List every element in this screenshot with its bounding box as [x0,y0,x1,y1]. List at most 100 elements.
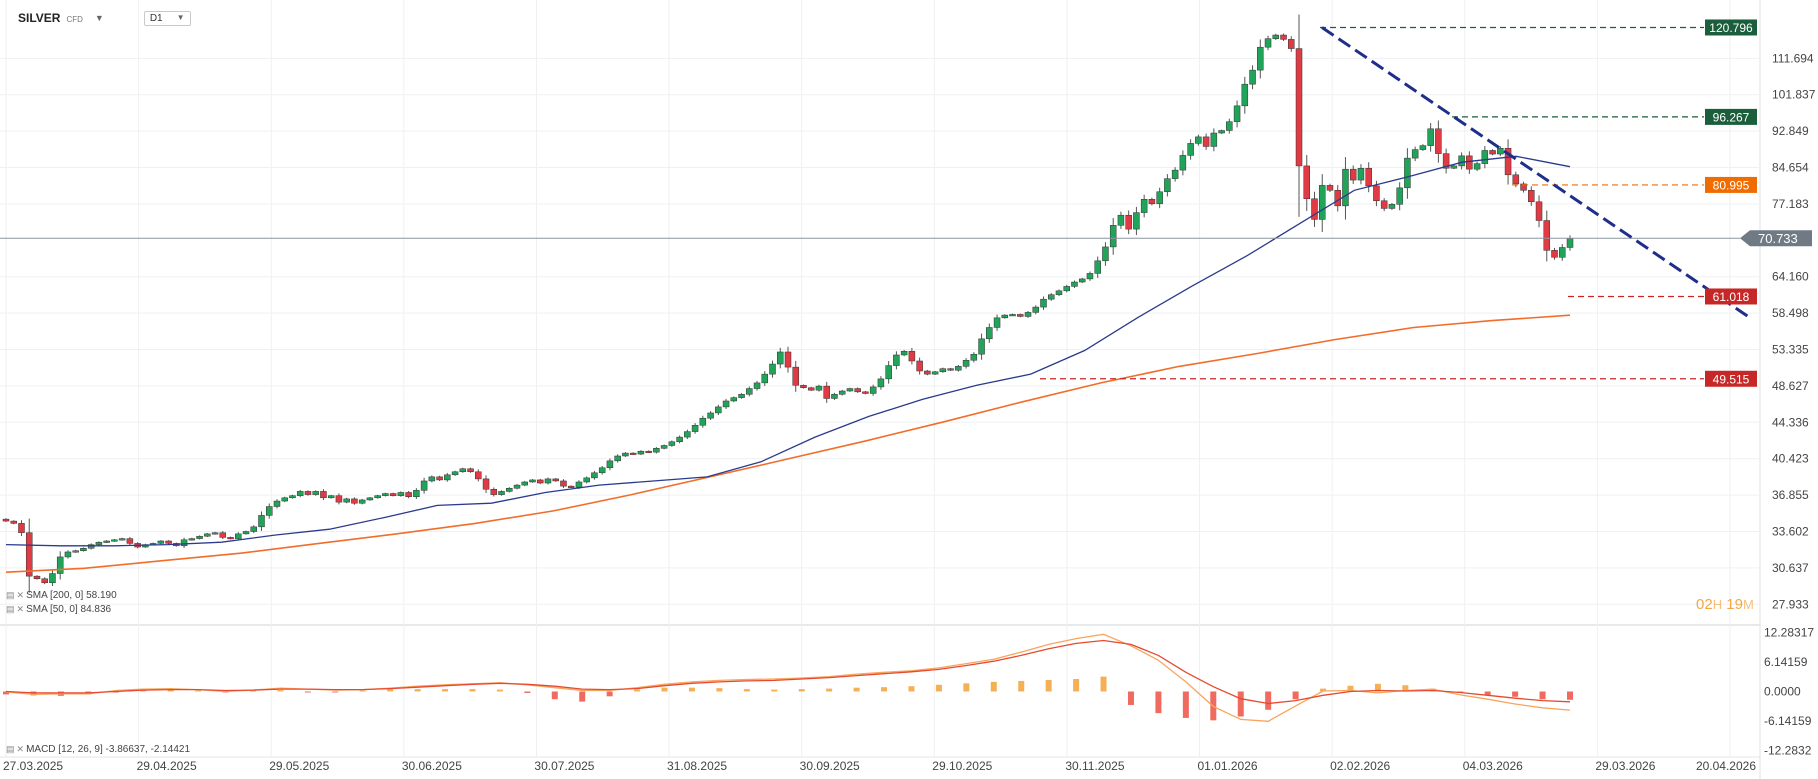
macd-histogram-bar [387,689,394,692]
candle-body [1210,132,1218,147]
candle-body [1179,155,1187,171]
macd-histogram-bar [606,691,613,697]
candle-body [715,406,722,414]
candle-body [1365,167,1372,187]
candle-body [1442,153,1450,169]
candle-body [560,480,567,487]
macd-histogram-bar [1402,685,1409,692]
candle-body [56,556,64,574]
candle-body [1380,200,1388,209]
countdown-hours: 02 [1696,596,1713,613]
candle-body [428,476,436,482]
macd-histogram-bar [469,689,476,692]
macd-histogram-bar [496,689,503,692]
candle-body [1071,281,1078,287]
candle-body [862,391,869,394]
candle-body [289,495,296,499]
macd-histogram-bar [1512,691,1519,697]
symbol-name[interactable]: SILVER [18,11,61,25]
macd-histogram-bar [332,691,339,693]
candle-body [1450,165,1458,169]
candle-countdown: 02H 19M [1696,596,1754,613]
macd-histogram-bar [1374,683,1381,692]
candle-body [877,378,885,388]
y-tick-label: 44.336 [1772,415,1809,429]
candle-body [126,538,134,544]
macd-histogram-bar [1539,691,1546,700]
candle-body [536,479,544,484]
candle-body [1473,163,1481,170]
candle-body [567,485,575,488]
candle-body [815,385,823,391]
candle-body [1078,278,1086,283]
x-tick-label: 30.07.2025 [534,759,594,773]
candle-body [296,491,304,496]
price-level-label: 120.796 [1709,21,1753,35]
candle-body [33,575,41,580]
settings-icon[interactable]: ▤ [6,744,15,754]
settings-icon[interactable]: ▤ [6,604,15,614]
candle-body [258,515,265,528]
symbol-dropdown-icon[interactable]: ▼ [94,13,104,23]
candle-body [405,492,412,497]
candle-body [637,450,645,455]
macd-histogram-bar [359,690,366,692]
candle-body [1489,150,1496,155]
settings-icon[interactable]: ▤ [6,590,15,600]
candle-body [72,550,79,553]
candle-body [1148,199,1156,205]
candle-body [335,495,343,503]
x-tick-label: 29.03.2026 [1595,759,1655,773]
close-icon[interactable]: ✕ [16,604,25,614]
macd-histogram-bar [1320,688,1327,692]
macd-line [5,633,1571,722]
candle-body [962,359,970,367]
price-level-badge [1705,19,1757,36]
x-tick-label: 04.03.2026 [1463,759,1523,773]
price-level-badge [1705,176,1757,193]
candle-body [529,479,536,483]
macd-histogram-bar [1567,691,1573,700]
candle-body [908,350,916,362]
macd-histogram-bar [853,687,860,692]
current-price-label: 70.733 [1758,231,1798,246]
candle-body [1504,147,1512,176]
timeframe-select[interactable]: D1 ▼ [143,10,191,26]
candle-body [304,491,312,495]
close-icon[interactable]: ✕ [16,744,25,754]
candle-body [1257,46,1264,71]
candle-body [1396,187,1403,205]
candle-body [645,450,652,453]
candle-body [823,385,830,399]
price-level-badge [1705,370,1757,387]
macd-histogram-bar [1292,691,1299,700]
close-icon[interactable]: ✕ [16,590,25,600]
candle-body [513,484,521,489]
macd-label: MACD [12, 26, 9] -3.86637, -2.14421 [26,744,191,755]
macd-legend: ▤ ✕ MACD [12, 26, 9] -3.86637, -2.14421 [6,744,190,755]
candle-body [1334,190,1341,207]
trend-line[interactable] [1321,26,1749,318]
candle-body [722,400,730,408]
candle-body [1032,306,1040,313]
macd-histogram-bar [743,689,750,692]
candle-body [838,390,846,395]
candle-body [227,537,234,540]
candle-body [273,500,281,507]
candle-body [1357,167,1365,181]
price-level-label: 61.018 [1713,290,1750,304]
candle-body [1497,147,1504,155]
candle-body [1551,250,1558,258]
price-level-label: 49.515 [1713,372,1750,386]
macd-histogram-bar [1100,676,1107,692]
candle-body [1481,150,1489,164]
candle-body [1133,212,1140,230]
macd-histogram-bar [167,689,174,692]
x-tick-label: 31.08.2025 [667,759,727,773]
candle-body [1164,178,1171,193]
y-tick-label: 92.849 [1772,124,1809,138]
candle-body [397,492,405,496]
candle-body [1140,199,1148,213]
candle-body [1009,314,1016,317]
